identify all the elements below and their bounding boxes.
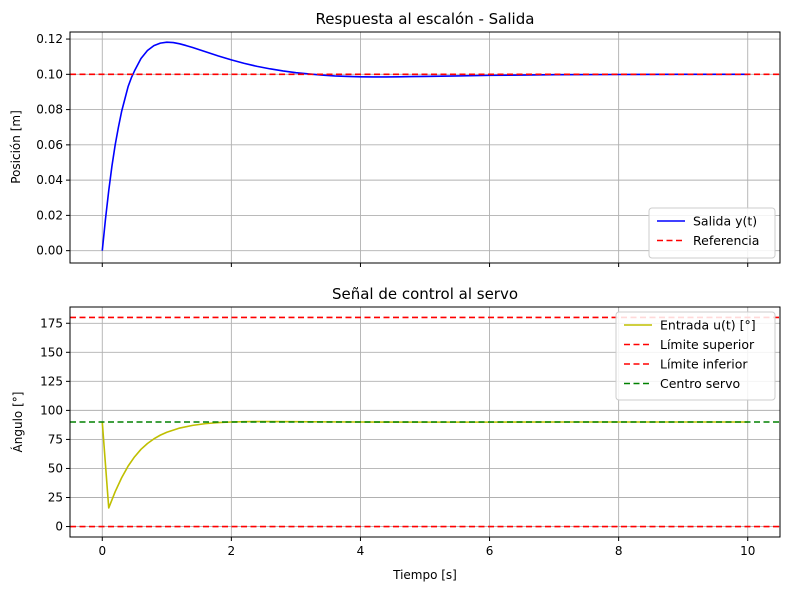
y-tick-label: 0 [55,520,63,534]
y-tick-label: 150 [40,345,63,359]
y-axis-label: Posición [m] [9,110,23,183]
x-axis-label: Tiempo [s] [392,568,457,582]
x-tick-label: 8 [615,544,623,558]
axes-frame [69,31,781,264]
y-tick-label: 75 [48,432,63,446]
legend-entry-label: Entrada u(t) [°] [660,318,756,333]
axes-frame [69,306,781,538]
series-line [101,420,748,509]
y-tick-label: 0.08 [36,103,63,117]
y-tick-label: 0.00 [36,244,63,258]
legend-entry-label: Centro servo [660,376,740,391]
y-tick-label: 0.04 [36,173,63,187]
x-tick-label: 4 [357,544,365,558]
legend-entry-label: Límite inferior [660,357,748,372]
y-tick-label: 0.10 [36,67,63,81]
legend-entry-label: Límite superior [660,337,755,352]
chart-control-signal: Señal de control al servo 0 2 4 6 8 100255075… [10,285,781,582]
y-tick-label: 50 [48,461,63,475]
y-tick-label: 0.12 [36,32,63,46]
x-tick-label: 2 [228,544,236,558]
y-tick-label: 100 [40,403,63,417]
legend-box [615,311,776,401]
legend: Salida y(t) Referencia [648,207,776,259]
y-tick-label: 0.06 [36,138,63,152]
x-tick-label: 10 [740,544,755,558]
y-tick-label: 175 [40,316,63,330]
y-tick-label: 125 [40,374,63,388]
y-tick-label: 0.02 [36,208,63,222]
x-tick-label: 0 [98,544,106,558]
chart-output-response: Respuesta al escalón - Salida 0.000.020.… [9,10,781,267]
series-line [101,41,748,251]
series-layer [70,41,780,251]
chart-title: Señal de control al servo [332,285,518,303]
series-layer [70,316,780,528]
x-tick-label: 6 [486,544,494,558]
legend-entry-label: Referencia [693,233,759,248]
legend-entry-label: Salida y(t) [693,214,757,229]
chart-title: Respuesta al escalón - Salida [316,10,535,28]
legend: Entrada u(t) [°] Límite superior Límite in… [615,311,776,401]
y-tick-label: 25 [48,491,63,505]
tick-layer: 0.00 0.02 0.04 0.06 0.08 0.10 0.12 [36,32,749,267]
y-axis-label: Ángulo [°] [10,392,25,453]
